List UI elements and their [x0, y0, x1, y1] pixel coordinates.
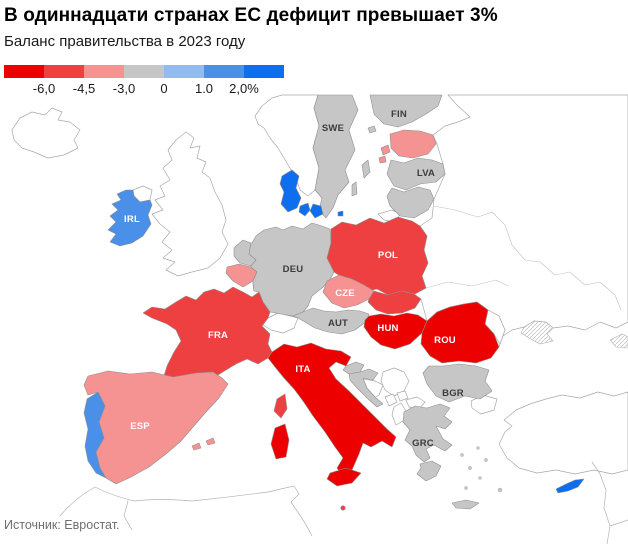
country-malta: [340, 505, 346, 511]
label-rou: ROU: [434, 335, 456, 346]
country-portugal: [83, 391, 107, 479]
page-subtitle: Баланс правительства в 2023 году: [4, 33, 246, 50]
landmass-kosovo: [396, 390, 409, 402]
country-lithuania: [386, 186, 435, 219]
legend-segment: [4, 65, 44, 78]
legend-segment: [44, 65, 84, 78]
label-cze: CZE: [335, 288, 355, 299]
region-peloponnese: [416, 460, 442, 482]
label-aut: AUT: [328, 318, 348, 329]
legend-ticks: -6,0 -4,5 -3,0 0 1.0 2,0%: [0, 81, 340, 97]
aegean-island: [460, 453, 464, 457]
landmass-turkey-anatolia: [498, 391, 628, 475]
label-irl: IRL: [124, 214, 140, 225]
legend-tick: 1.0: [194, 81, 214, 96]
country-slovakia: [367, 290, 422, 315]
landmass-montenegro: [384, 393, 398, 407]
country-ireland: [107, 189, 153, 247]
island-gotland: [361, 159, 371, 179]
island-crete: [451, 499, 480, 510]
label-deu: DEU: [283, 264, 304, 275]
legend-segment: [84, 65, 124, 78]
island-aland: [367, 125, 377, 134]
legend-tick: -4,5: [72, 81, 96, 96]
islands-balearic: [191, 437, 216, 451]
legend-tick: -3,0: [112, 81, 136, 96]
label-ita: ITA: [295, 364, 310, 375]
island-sardinia: [270, 423, 290, 460]
country-italy: [267, 342, 397, 479]
island-sicily: [326, 467, 362, 487]
label-esp: ESP: [130, 421, 150, 432]
border-belarus-ukraine: [425, 279, 509, 289]
label-hun: HUN: [377, 323, 398, 334]
country-bulgaria: [422, 363, 493, 403]
legend-tick: 2,0%: [229, 81, 259, 96]
legend-segment: [164, 65, 204, 78]
country-greece: [402, 403, 453, 463]
border-belarus-russia: [433, 205, 493, 218]
landmass-iceland: [11, 107, 81, 159]
region-east-hatched: [609, 333, 628, 349]
label-bgr: BGR: [442, 388, 464, 399]
aegean-island: [484, 458, 488, 462]
legend-bar: [4, 65, 284, 78]
label-fin: FIN: [391, 109, 407, 120]
country-germany: [248, 222, 335, 317]
landmass-great-britain: [151, 131, 229, 277]
label-swe: SWE: [322, 123, 344, 134]
coast-levant: [591, 461, 628, 544]
aegean-island: [464, 486, 468, 490]
label-grc: GRC: [412, 438, 434, 449]
page-title: В одиннадцати странах ЕС дефицит превыша…: [4, 5, 498, 26]
country-denmark: [279, 169, 344, 219]
country-sweden: [312, 94, 359, 219]
country-cyprus: [555, 478, 585, 494]
legend-segment: [124, 65, 164, 78]
landmass-north-macedonia: [405, 396, 426, 410]
country-romania: [420, 301, 500, 364]
landmass-norway: [254, 94, 320, 197]
aegean-island: [468, 466, 472, 470]
legend-segment: [244, 65, 284, 78]
label-pol: POL: [378, 250, 398, 261]
country-finland: [369, 94, 443, 128]
country-croatia: [348, 368, 384, 408]
island-corsica: [273, 393, 288, 419]
country-spain: [83, 370, 229, 485]
coast-north-africa: [59, 485, 313, 537]
island-rhodes: [497, 487, 503, 493]
aegean-island: [478, 476, 482, 480]
legend-segment: [204, 65, 244, 78]
border-morocco-algeria: [123, 500, 133, 531]
label-lva: LVA: [417, 168, 435, 179]
label-fra: FRA: [208, 330, 228, 341]
legend-tick: -6,0: [32, 81, 56, 96]
country-estonia: [389, 129, 437, 159]
border-ukraine-russia: [491, 211, 622, 311]
island-saaremaa: [378, 144, 391, 164]
source-note: Источник: Евростат.: [4, 518, 120, 532]
country-latvia: [386, 157, 446, 191]
region-crimea-hatched: [520, 320, 554, 345]
island-oland: [351, 181, 358, 197]
aegean-island: [476, 446, 480, 450]
legend-tick: 0: [160, 81, 168, 96]
country-hungary: [363, 312, 428, 350]
